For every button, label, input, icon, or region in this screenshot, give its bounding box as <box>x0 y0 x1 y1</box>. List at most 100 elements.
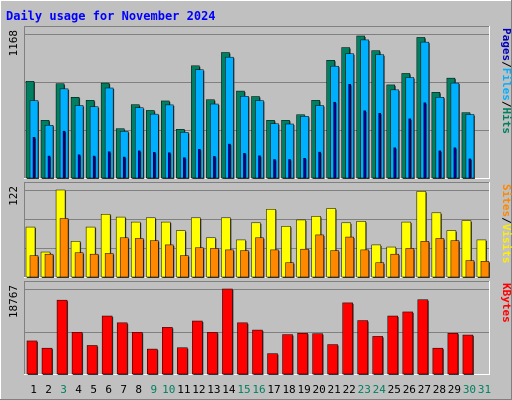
legend-visits: Visits <box>500 224 512 264</box>
panel-top-bar-pages <box>363 110 366 179</box>
panel-top-y-max-label: 1168 <box>7 30 20 57</box>
panel-top-bar-pages <box>468 158 472 179</box>
panel-middle-bar-sites <box>435 238 445 278</box>
panel-middle-bar-sites <box>450 240 460 278</box>
panel-top-bar-pages <box>153 152 156 179</box>
panel-top-bar-pages <box>62 130 66 179</box>
legend-separator: / <box>500 61 512 68</box>
panel-middle-bar-sites <box>300 248 309 278</box>
panel-bottom-bar-kbytes <box>282 334 293 375</box>
panel-top-bar-pages <box>183 157 186 179</box>
panel-middle-bar-sites <box>480 261 490 278</box>
panel-middle-bar-sites <box>240 250 249 278</box>
x-axis-label: 6 <box>105 383 112 396</box>
panel-top-bar-pages <box>107 151 111 179</box>
x-axis-label: 26 <box>403 383 416 396</box>
panel-middle-bar-sites <box>285 262 294 278</box>
panel-bottom-bar-kbytes <box>192 320 203 375</box>
panel-top-bar-pages <box>423 102 427 179</box>
panel-middle-bar-sites <box>180 255 189 278</box>
panel-bottom-bar-kbytes <box>447 332 459 375</box>
panel-top-bar-pages <box>122 156 126 179</box>
x-axis-label: 4 <box>75 383 82 396</box>
panel-bottom-bar-kbytes <box>131 332 143 375</box>
panel-bottom-bar-kbytes <box>342 302 353 375</box>
x-axis-label: 9 <box>150 383 157 396</box>
panel-middle-bar-sites <box>29 255 39 278</box>
panel-bottom-bar-kbytes <box>116 322 128 375</box>
panel-middle-bar-sites <box>195 247 204 278</box>
panel-bottom-bar-kbytes <box>267 353 278 375</box>
panel-bottom-bar-kbytes <box>462 334 474 375</box>
panel-top-bar-pages <box>137 150 141 179</box>
panel-bottom-y-max-label: 18767 <box>7 285 20 318</box>
x-axis-label: 31 <box>478 383 491 396</box>
x-axis-label: 3 <box>60 383 67 396</box>
legend-files: Files <box>500 68 512 101</box>
panel-bottom-bar-kbytes <box>207 332 218 375</box>
x-axis-label: 28 <box>433 383 446 396</box>
panel-middle-bar-sites <box>345 236 354 278</box>
panel-top-bar-pages <box>32 137 36 179</box>
panel-bottom-bar-kbytes <box>297 332 308 375</box>
x-axis-label: 1 <box>30 383 37 396</box>
panel-top-bar-pages <box>92 155 96 179</box>
panel-middle-bar-sites <box>270 249 279 278</box>
x-axis-label: 7 <box>120 383 127 396</box>
panel-middle-bar-sites <box>165 244 174 278</box>
panel-top-bar-pages <box>303 158 306 179</box>
panel-middle-bar-sites <box>255 237 264 278</box>
panel-top-bar-pages <box>77 154 81 179</box>
chart-title: Daily usage for November 2024 <box>6 9 216 23</box>
x-axis-label: 13 <box>207 383 220 396</box>
panel-top-bar-pages <box>438 150 442 179</box>
panel-top-legend: Pages/Files/Hits <box>500 28 512 134</box>
x-axis-label: 12 <box>192 383 205 396</box>
x-axis-label: 2 <box>45 383 52 396</box>
x-axis-label: 5 <box>90 383 97 396</box>
panel-bottom-bar-kbytes <box>71 332 83 375</box>
x-axis-label: 18 <box>282 383 295 396</box>
x-axis-label: 29 <box>448 383 461 396</box>
panel-middle-bar-sites <box>360 249 369 278</box>
panel-top-bar-pages <box>47 155 51 179</box>
panel-top-bar-pages <box>213 156 216 179</box>
legend-separator: / <box>500 217 512 224</box>
panel-bottom-bar-kbytes <box>26 340 38 375</box>
panel-middle-bar-sites <box>150 240 159 278</box>
panel-top-bar-pages <box>453 147 457 179</box>
x-axis-label: 17 <box>267 383 280 396</box>
panel-bottom-bar-kbytes <box>372 336 383 375</box>
panel-top-bar-pages <box>378 113 381 179</box>
x-axis-label: 27 <box>418 383 431 396</box>
panel-bottom-bar-kbytes <box>327 344 338 375</box>
panel-middle-bar-sites <box>465 260 475 278</box>
x-axis-label: 25 <box>388 383 401 396</box>
panel-middle-bar-sites <box>89 253 99 278</box>
x-axis-label: 14 <box>222 383 236 396</box>
panel-middle-bar-sites <box>315 234 324 278</box>
panel-bottom-bar-kbytes <box>177 347 188 375</box>
panel-middle-bar-sites <box>375 262 384 278</box>
panel-bottom-bar-kbytes <box>147 348 158 375</box>
panel-top-bar-pages <box>288 159 291 179</box>
legend-pages: Pages <box>500 28 512 61</box>
panel-bottom-bar-kbytes <box>237 322 248 375</box>
panel-bottom-bar-kbytes <box>86 345 98 375</box>
legend-separator: / <box>500 101 512 108</box>
panel-top-bar-pages <box>408 118 412 179</box>
x-axis-label: 8 <box>135 383 142 396</box>
legend-hits: Hits <box>500 108 512 135</box>
panel-top-bar-pages <box>393 147 397 179</box>
x-axis-label: 24 <box>373 383 387 396</box>
panel-middle-bar-sites <box>330 250 339 278</box>
panel-bottom-bar-kbytes <box>402 311 414 375</box>
x-axis-label: 21 <box>328 383 341 396</box>
legend-sites: Sites <box>500 184 512 217</box>
panel-bottom-bar-kbytes <box>357 320 368 375</box>
x-axis-label: 15 <box>237 383 250 396</box>
panel-bottom-bar-kbytes <box>41 347 53 375</box>
panel-top-bar-pages <box>258 155 261 179</box>
